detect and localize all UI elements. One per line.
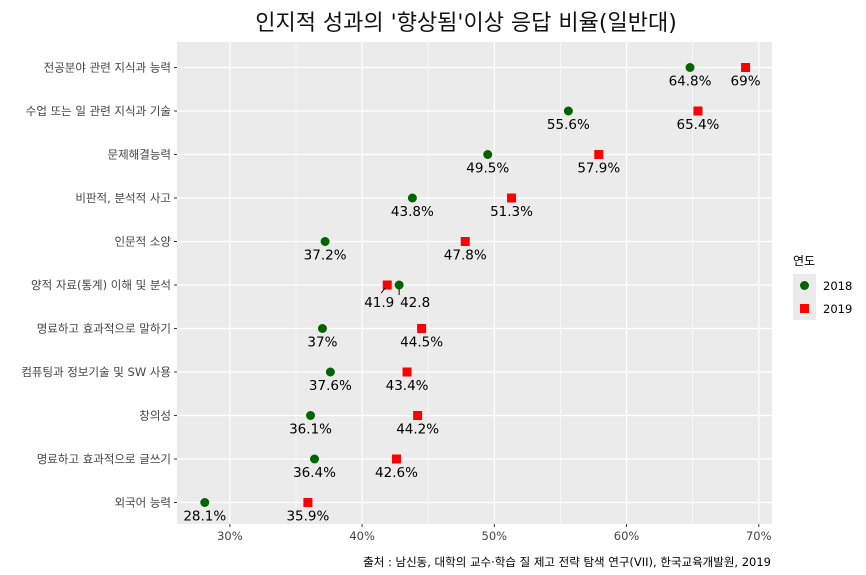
point-2019	[402, 367, 412, 377]
data-label-2019: 51.3%	[490, 204, 533, 220]
y-tick-label: 비판적, 분석적 사고	[75, 191, 171, 205]
y-tick-label: 양적 자료(통계) 이해 및 분석	[31, 278, 171, 292]
x-tick-label: 40%	[349, 529, 375, 543]
point-2019	[741, 63, 751, 72]
data-label-2019: 69%	[731, 74, 761, 90]
y-tick-label: 외국어 능력	[114, 496, 171, 510]
grid-minor	[295, 42, 693, 524]
point-2019	[460, 237, 470, 246]
point-2019	[382, 280, 392, 290]
data-marks	[200, 63, 751, 507]
x-tick-label: 30%	[217, 529, 243, 543]
point-2018	[563, 106, 573, 116]
data-label-2019: 35.9%	[286, 509, 329, 525]
y-tick-label: 전공분야 관련 지식과 능력	[44, 61, 171, 75]
y-tick-label: 수업 또는 일 관련 지식과 기술	[26, 104, 171, 118]
data-label-2018: 36.1%	[289, 422, 332, 438]
data-label-2019: 41.9	[364, 295, 394, 311]
y-tick-label: 인문적 소양	[114, 235, 171, 249]
plot-panel	[177, 42, 772, 524]
legend-key-2019	[800, 304, 809, 313]
data-label-2019: 65.4%	[677, 117, 720, 133]
grid-major	[177, 42, 772, 524]
point-2018	[200, 498, 210, 507]
chart-caption: 출처 : 남신동, 대학의 교수·학습 질 제고 전략 탐색 연구(VII), …	[363, 555, 771, 569]
data-label-2018: 37%	[307, 335, 337, 351]
y-tick-label: 명료하고 효과적으로 글쓰기	[37, 452, 171, 466]
data-label-2019: 43.4%	[386, 378, 429, 394]
point-2019	[303, 498, 313, 507]
point-2018	[306, 411, 316, 420]
point-2018	[483, 150, 493, 159]
point-2019	[391, 454, 401, 464]
legend-label-2019: 2019	[823, 302, 852, 316]
x-tick-label: 70%	[746, 529, 772, 543]
data-label-2018: 42.8	[400, 295, 430, 311]
data-label-2019: 44.5%	[400, 335, 443, 351]
y-tick-label: 문제해결능력	[108, 148, 171, 162]
data-labels: 64.8% 55.6% 49.5% 43.8% 37.2% 42.8 37% 37.6% 36.…	[183, 74, 760, 525]
legend-title: 연도	[793, 254, 815, 268]
data-label-2019: 47.8%	[444, 248, 487, 264]
point-2018	[325, 367, 335, 377]
data-label-2019: 57.9%	[577, 161, 620, 177]
x-tick-label: 50%	[482, 529, 508, 543]
x-axis: 30% 40% 50% 60% 70%	[217, 524, 772, 543]
point-2019	[507, 193, 517, 203]
data-label-2018: 49.5%	[466, 161, 509, 177]
data-label-2019: 44.2%	[396, 422, 439, 438]
data-label-2018: 64.8%	[669, 74, 712, 90]
point-2018	[685, 63, 695, 72]
label-leader	[380, 287, 386, 294]
legend-key-2018	[800, 281, 809, 290]
data-label-2018: 43.8%	[391, 204, 434, 220]
data-label-2018: 28.1%	[183, 509, 226, 525]
x-tick-label: 60%	[614, 529, 640, 543]
y-tick-label: 컴퓨팅과 정보기술 및 SW 사용	[21, 365, 171, 379]
data-label-2018: 36.4%	[293, 465, 336, 481]
y-tick-label: 창의성	[139, 409, 171, 423]
point-2019	[417, 324, 427, 333]
point-2018	[407, 193, 417, 203]
point-2019	[413, 411, 423, 420]
data-label-2018: 55.6%	[547, 117, 590, 133]
point-2019	[594, 150, 604, 159]
data-label-2019: 42.6%	[375, 465, 418, 481]
point-2018	[394, 280, 404, 290]
data-label-2018: 37.6%	[309, 378, 352, 394]
y-tick-label: 명료하고 효과적으로 말하기	[37, 322, 171, 336]
point-2018	[310, 454, 320, 464]
data-label-2018: 37.2%	[304, 248, 347, 264]
point-2018	[317, 324, 327, 333]
legend: 연도 2018 2019	[793, 254, 852, 320]
chart-title: 인지적 성과의 '향상됨'이상 응답 비율(일반대)	[255, 11, 677, 36]
point-2019	[693, 106, 703, 116]
point-2018	[320, 237, 330, 246]
legend-label-2018: 2018	[823, 279, 852, 293]
